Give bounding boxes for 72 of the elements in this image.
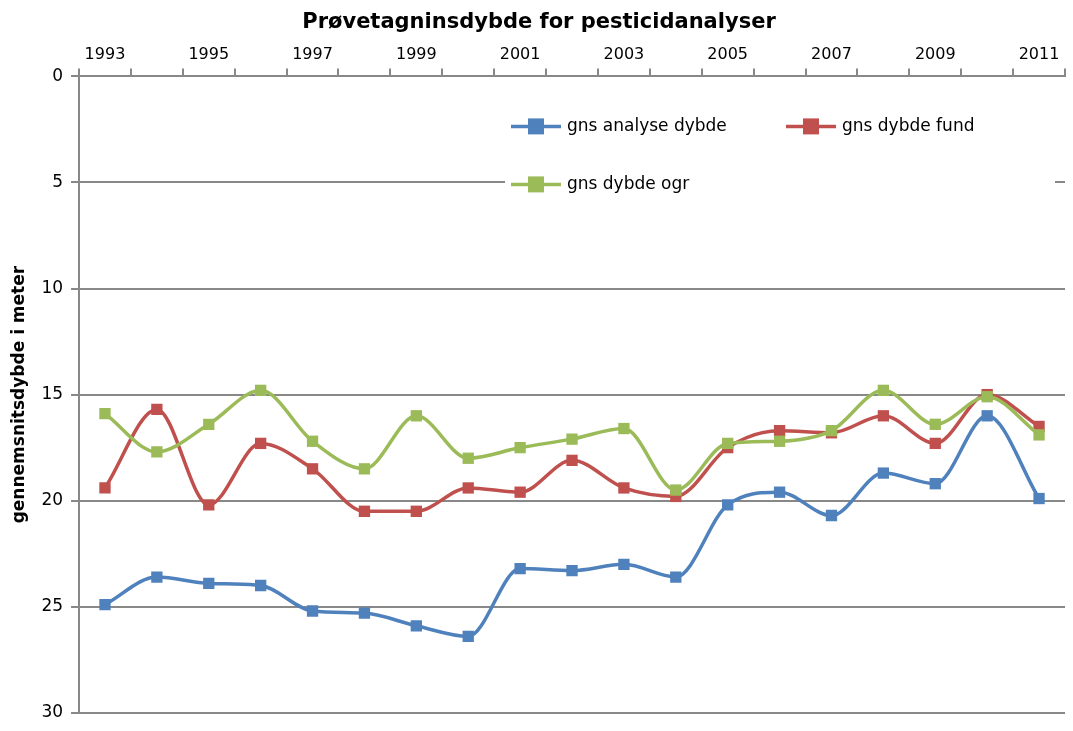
point (1033, 492, 1045, 505)
point (618, 422, 630, 435)
point (773, 435, 786, 447)
point (151, 403, 163, 416)
y-tick-label: 10 (41, 276, 64, 297)
point (514, 441, 526, 454)
point (255, 384, 267, 397)
point (99, 408, 111, 420)
x-tick-label: 1995 (188, 43, 230, 63)
point (358, 463, 371, 475)
y-tick-label: 15 (41, 383, 64, 404)
y-tick-label: 30 (41, 701, 64, 722)
x-tick-label: 2005 (707, 43, 749, 63)
point (358, 607, 371, 619)
point (722, 499, 734, 511)
point (462, 482, 474, 494)
point (773, 486, 786, 498)
x-tick-label: 1993 (84, 43, 126, 63)
point (618, 558, 630, 570)
point (514, 562, 526, 575)
point (618, 482, 630, 494)
point (670, 571, 682, 583)
x-tick-label: 1999 (395, 43, 437, 63)
point (514, 486, 526, 498)
point (306, 605, 319, 617)
x-tick-label: 2007 (811, 43, 852, 63)
y-tick-label: 25 (41, 595, 64, 616)
legend-label: gns dybde fund (842, 114, 975, 135)
y-tick-label: 5 (52, 170, 64, 191)
y-tick-label: 0 (52, 64, 64, 85)
point (1033, 429, 1045, 441)
point (203, 499, 215, 511)
point (929, 437, 941, 450)
point (566, 565, 578, 577)
point (99, 598, 111, 611)
point (358, 505, 371, 517)
point (981, 410, 993, 422)
point (825, 509, 838, 522)
point (99, 482, 111, 494)
x-tick-label: 2001 (499, 43, 541, 63)
point (255, 579, 267, 592)
y-tick-label: 20 (41, 489, 64, 510)
legend-label: gns dybde ogr (567, 172, 690, 193)
point (929, 418, 941, 430)
x-tick-label: 1997 (292, 43, 333, 63)
point (203, 577, 215, 590)
x-tick-label: 2011 (1018, 43, 1060, 63)
point (462, 630, 474, 643)
legend-label: gns analyse dybde (567, 114, 727, 135)
point (462, 452, 474, 464)
point (773, 425, 786, 437)
point (255, 437, 267, 450)
point (410, 620, 422, 632)
point (877, 384, 890, 397)
point (410, 410, 422, 422)
x-tick-label: 2003 (603, 43, 645, 63)
chart-title: Prøvetagninsdybde for pesticidanalyser (302, 9, 777, 34)
point (306, 463, 319, 475)
point (306, 435, 319, 447)
point (566, 433, 578, 445)
point (203, 418, 215, 430)
point (929, 478, 941, 490)
point (151, 446, 163, 458)
point (877, 467, 890, 479)
point (670, 484, 682, 496)
point (151, 571, 163, 583)
point (410, 505, 422, 517)
point (566, 454, 578, 467)
point (722, 437, 734, 450)
point (877, 410, 890, 422)
y-axis-title: gennemsnitsdybde i meter (7, 265, 28, 524)
x-tick-label: 2009 (914, 43, 956, 63)
